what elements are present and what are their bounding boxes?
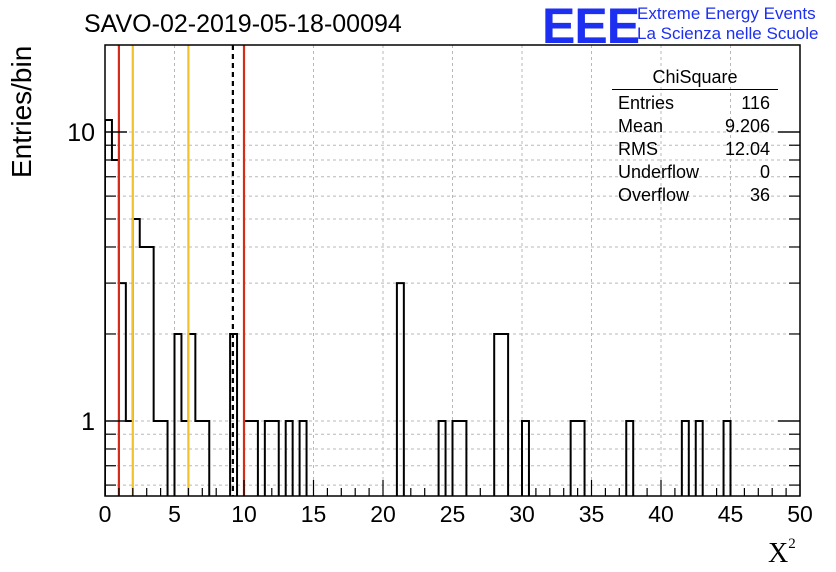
histogram-bar xyxy=(522,421,529,496)
eee-logo: EEE xyxy=(542,0,640,54)
x-axis-label: X2 xyxy=(768,535,796,570)
stats-row-overflow: Overflow 36 xyxy=(612,184,778,207)
histogram-bar xyxy=(626,421,633,496)
x-tick-label: 40 xyxy=(648,501,674,527)
stats-row-underflow: Underflow 0 xyxy=(612,161,778,184)
x-tick-label: 25 xyxy=(440,501,466,527)
stats-value: 36 xyxy=(749,185,770,205)
histogram-bar xyxy=(300,421,307,496)
histogram-bar xyxy=(459,421,466,496)
histogram-bar xyxy=(251,421,258,496)
stats-box-title: ChiSquare xyxy=(612,67,778,90)
histogram-bar xyxy=(202,421,209,496)
histogram-outline xyxy=(105,119,732,496)
stats-box: ChiSquare Entries 116 Mean 9.206 RMS 12.… xyxy=(612,67,778,207)
histogram-bar xyxy=(195,421,202,496)
histogram-bar xyxy=(501,334,508,496)
x-tick-label: 35 xyxy=(579,501,605,527)
x-tick-label: 0 xyxy=(99,501,112,527)
x-axis-label-sup: 2 xyxy=(788,535,796,552)
histogram-bar xyxy=(494,334,501,496)
histogram-bar xyxy=(578,421,585,496)
histogram-bar xyxy=(571,421,578,496)
y-tick-label: 1 xyxy=(81,408,95,436)
stats-label: Entries xyxy=(618,93,675,113)
x-tick-label: 10 xyxy=(231,501,257,527)
histogram-bar xyxy=(272,421,279,496)
stats-row-entries: Entries 116 xyxy=(612,92,778,115)
histogram-bar xyxy=(397,283,404,496)
histogram-bar xyxy=(682,421,689,496)
stats-row-rms: RMS 12.04 xyxy=(612,138,778,161)
histogram-bar xyxy=(724,421,731,496)
stats-value: 9.206 xyxy=(724,116,770,136)
histogram-bar xyxy=(439,421,446,496)
histogram-bar xyxy=(286,421,293,496)
stats-label: Underflow xyxy=(618,162,700,182)
x-tick-label: 20 xyxy=(370,501,396,527)
histogram-bar xyxy=(696,421,703,496)
stats-label: Overflow xyxy=(618,185,690,205)
logo-line-2: La Scienza nelle Scuole xyxy=(637,24,819,43)
x-tick-label: 30 xyxy=(509,501,535,527)
chart-title: SAVO-02-2019-05-18-00094 xyxy=(84,10,402,38)
histogram-bar xyxy=(140,247,147,496)
stats-value: 0 xyxy=(759,162,770,182)
stats-row-mean: Mean 9.206 xyxy=(612,115,778,138)
x-tick-label: 45 xyxy=(718,501,744,527)
histogram-bar xyxy=(265,421,272,496)
stats-value: 116 xyxy=(741,93,770,113)
histogram-bar xyxy=(453,421,460,496)
y-tick-label: 10 xyxy=(67,119,95,147)
histogram-bar xyxy=(161,421,168,496)
x-tick-label: 50 xyxy=(787,501,813,527)
x-axis-label-base: X xyxy=(768,538,789,569)
stats-value: 12.04 xyxy=(724,139,770,159)
logo-line-1: Extreme Energy Events xyxy=(637,4,816,23)
stats-label: Mean xyxy=(618,116,664,136)
x-tick-label: 5 xyxy=(168,501,181,527)
x-tick-label: 15 xyxy=(301,501,327,527)
histogram-bar xyxy=(154,421,161,496)
histogram-bar xyxy=(175,334,182,496)
y-axis-label: Entries/bin xyxy=(6,45,37,178)
histogram-bar xyxy=(147,247,154,496)
stats-label: RMS xyxy=(618,139,658,159)
